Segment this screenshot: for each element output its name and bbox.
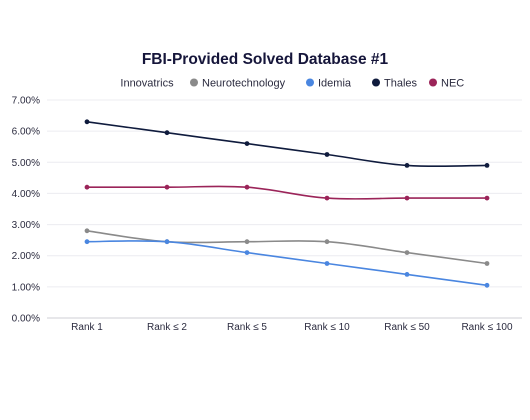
legend-swatch [190,78,198,87]
data-point [84,239,90,245]
x-tick-label: Rank ≤ 100 [461,322,513,333]
gridlines [47,99,522,319]
data-point [84,119,90,125]
data-point [324,239,330,245]
y-tick-label: 5.00% [12,158,40,169]
legend-item: Idemia [306,78,352,90]
legend-label: Innovatrics [120,78,174,90]
x-tick-label: Rank ≤ 2 [147,322,187,333]
legend-swatch [429,78,437,87]
legend-swatch [372,78,380,87]
legend-item: Neurotechnology [190,78,286,90]
legend-item: Thales [372,78,418,90]
x-tick-label: Rank ≤ 10 [304,322,350,333]
data-point [244,250,250,256]
data-point [324,152,330,157]
data-point [404,250,410,256]
data-point [484,195,490,201]
data-point [484,282,490,288]
data-point [484,163,490,168]
x-tick-label: Rank ≤ 5 [227,322,267,333]
y-tick-label: 2.00% [12,251,40,262]
legend-swatch [306,78,314,87]
series-points [84,119,490,288]
y-tick-label: 3.00% [12,220,40,231]
y-tick-label: 0.00% [12,314,40,325]
legend-label: Idemia [318,78,352,90]
series-line-nec [87,185,487,200]
chart-title: FBI-Provided Solved Database #1 [142,51,389,68]
y-tick-label: 7.00% [12,96,40,107]
data-point [164,239,170,245]
legend-label: NEC [441,78,464,90]
x-axis: Rank 1 Rank ≤ 2 Rank ≤ 5 Rank ≤ 10 Rank ≤ 50… [71,322,513,333]
data-point [164,184,170,190]
data-point [324,261,330,266]
y-tick-label: 6.00% [12,127,40,138]
data-point [244,239,250,245]
legend-item: Innovatrics [120,78,174,90]
data-point [84,228,90,234]
legend-label: Neurotechnology [202,78,286,90]
series-line-idemia [86,240,488,287]
data-point [404,163,410,168]
data-point [404,195,410,201]
data-point [324,195,330,201]
data-point [404,272,410,277]
legend-label: Thales [384,78,418,90]
legend-item: NEC [429,78,464,90]
data-point [484,261,490,266]
y-tick-label: 4.00% [12,189,40,200]
data-point [164,130,170,136]
x-tick-label: Rank 1 [71,322,103,333]
y-axis: 0.00% 1.00% 2.00% 3.00% 4.00% 5.00% 6.00% 7.00% [12,96,40,325]
y-tick-label: 1.00% [12,282,40,293]
data-point [84,184,90,190]
data-point [244,184,250,190]
series-lines [86,121,488,287]
series-line-thales [86,121,488,168]
data-point [244,141,250,147]
legend: Innovatrics Neurotechnology Idemia Thales NE… [120,78,464,90]
x-tick-label: Rank ≤ 50 [384,322,430,333]
